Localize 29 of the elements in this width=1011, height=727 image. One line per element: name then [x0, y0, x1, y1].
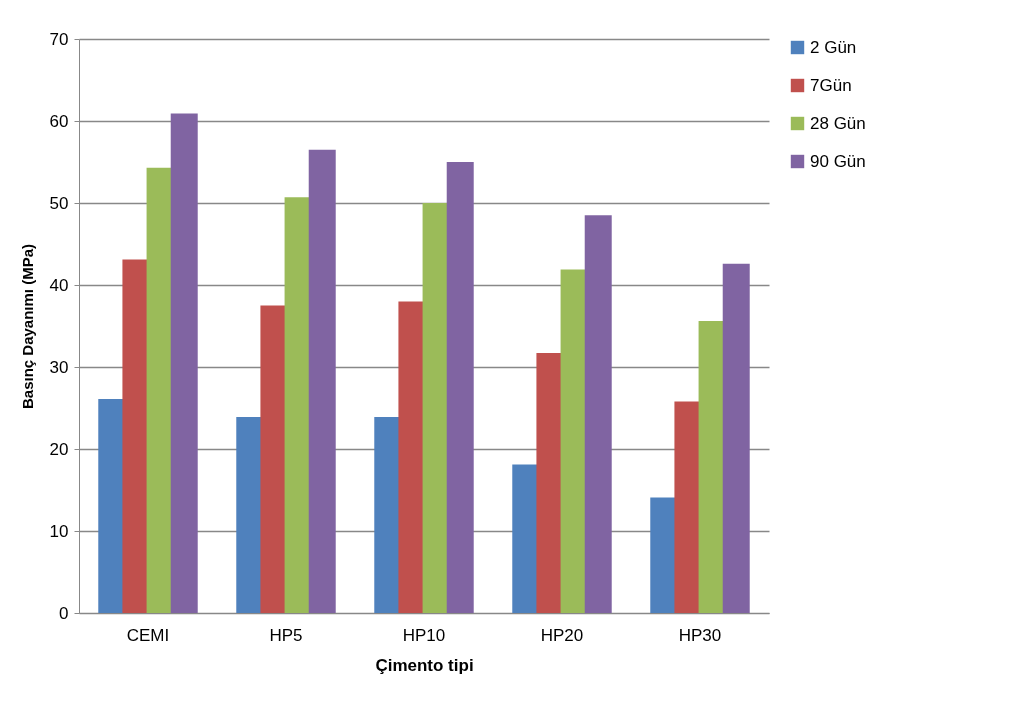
bar: [674, 401, 702, 613]
y-tick-label: 40: [49, 275, 69, 295]
legend-label: 28 Gün: [810, 113, 866, 133]
x-tick-label: HP20: [540, 625, 584, 645]
bar: [170, 113, 198, 613]
bar: [260, 305, 288, 613]
y-tick-label: 70: [49, 29, 69, 49]
y-tick-label: 20: [49, 439, 69, 459]
x-tick-label: HP30: [678, 625, 722, 645]
y-tick-label: 10: [49, 521, 69, 541]
legend-label: 90 Gün: [810, 151, 866, 171]
x-tick-label: CEMI: [126, 625, 170, 645]
legend-label: 2 Gün: [810, 37, 857, 57]
y-axis-title: Basınç Dayanımı (MPa): [18, 243, 36, 410]
y-tick-label: 50: [49, 193, 69, 213]
bar: [722, 263, 750, 613]
bar: [398, 301, 426, 613]
y-tick-label: 60: [49, 111, 69, 131]
bar: [584, 215, 612, 613]
y-tick-label: 30: [49, 357, 69, 377]
bar: [308, 149, 336, 613]
y-tick-label: 0: [59, 603, 69, 623]
x-tick-label: HP5: [269, 625, 303, 645]
x-axis-title: Çimento tipi: [375, 655, 474, 675]
legend-label: 7Gün: [810, 75, 852, 95]
bar: [446, 162, 474, 613]
x-tick-label: HP10: [402, 625, 446, 645]
bar: [122, 259, 150, 613]
bar: [536, 353, 564, 613]
